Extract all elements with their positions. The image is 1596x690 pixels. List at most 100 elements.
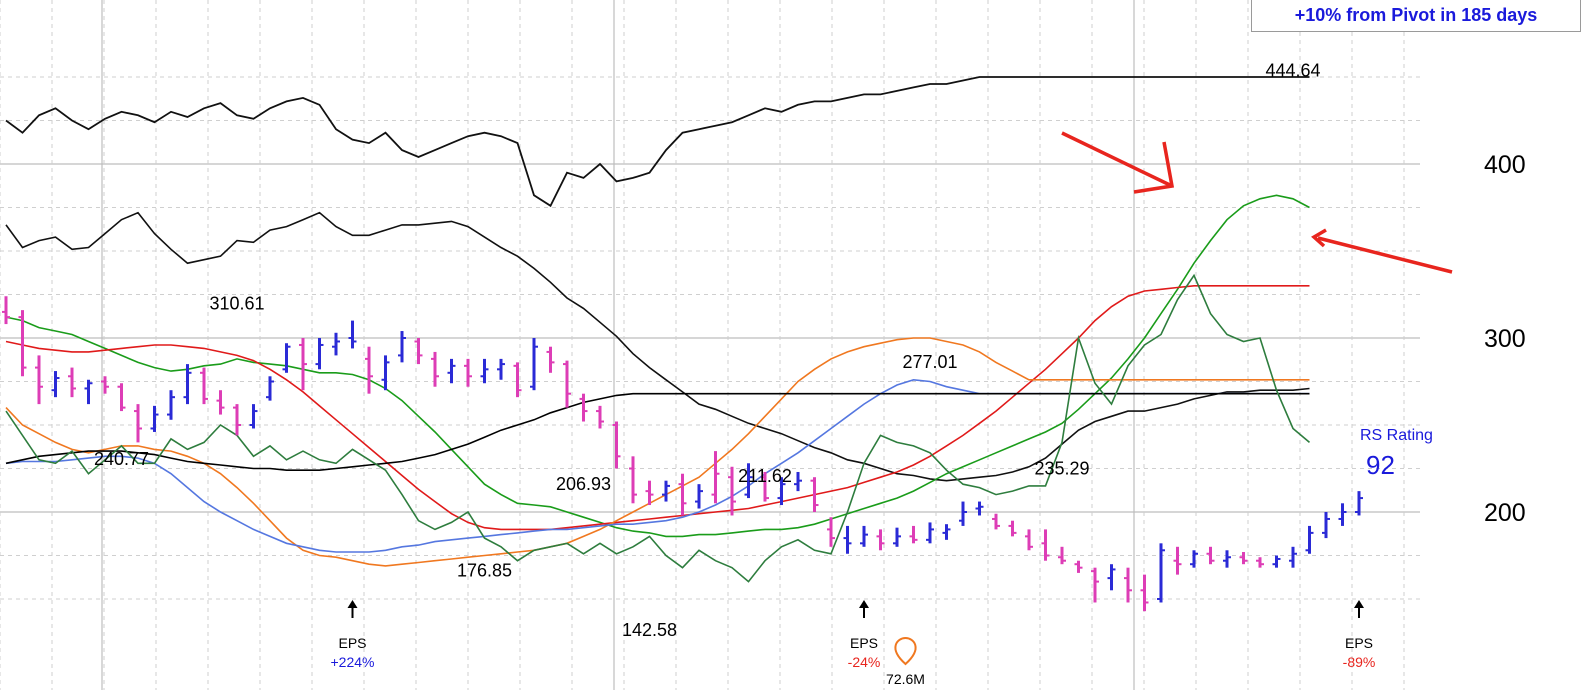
- price-bar: [662, 480, 670, 502]
- price-annotation: 240.77: [94, 449, 149, 469]
- price-bar: [299, 338, 307, 391]
- pivot-callout-text: +10% from Pivot in 185 days: [1294, 5, 1538, 25]
- price-bar: [1206, 546, 1215, 565]
- rs-rating: RS Rating 92: [1360, 427, 1433, 480]
- pivot-callout: +10% from Pivot in 185 days: [1251, 0, 1581, 32]
- price-bar: [909, 525, 918, 544]
- price-bar: [810, 477, 819, 512]
- price-bar: [282, 343, 291, 373]
- price-bar: [1091, 567, 1099, 603]
- price-bar: [596, 405, 604, 429]
- price-bar: [1305, 525, 1314, 554]
- series-line-3: [5, 337, 1310, 567]
- series-line-6: [5, 273, 1311, 583]
- price-bar: [464, 358, 472, 387]
- price-bar: [348, 320, 357, 349]
- price-bar: [18, 310, 27, 377]
- price-bar: [1223, 550, 1231, 568]
- volume-marker: 72.6M: [886, 636, 925, 687]
- red-arrow-2: [1317, 236, 1453, 274]
- y-tick-label: 300: [1484, 325, 1526, 353]
- price-bar: [200, 367, 208, 405]
- price-bar: [761, 471, 769, 502]
- series-line-1: [5, 194, 1310, 538]
- price-bar: [777, 477, 786, 506]
- eps-change: -89%: [1343, 654, 1376, 670]
- price-bar: [876, 529, 885, 551]
- price-bar: [1173, 546, 1182, 575]
- price-bar: [728, 466, 736, 516]
- price-bar: [216, 390, 225, 415]
- price-bar: [365, 346, 373, 394]
- price-annotation: 277.01: [902, 352, 957, 372]
- price-bar: [1355, 491, 1363, 516]
- price-bar: [51, 371, 60, 398]
- rs-rating-value: 92: [1366, 450, 1395, 480]
- price-bar: [1140, 574, 1149, 612]
- series-line-2: [5, 284, 1310, 531]
- volume-pin-icon: [894, 636, 917, 666]
- series-line-0: [5, 211, 1310, 482]
- eps-arrow-head-icon: [1354, 600, 1364, 608]
- price-annotation: 235.29: [1034, 459, 1089, 479]
- price-bar: [1124, 567, 1132, 603]
- price-bar: [134, 404, 142, 443]
- price-bar: [381, 355, 390, 391]
- price-bar: [414, 338, 423, 365]
- price-annotation: 211.62: [738, 466, 792, 486]
- price-bar: [959, 501, 967, 526]
- price-bar: [183, 364, 192, 405]
- price-bar: [1272, 555, 1281, 568]
- price-annotation: 310.61: [209, 294, 264, 314]
- price-bar: [744, 463, 753, 499]
- chart-grid: [0, 0, 1420, 690]
- price-bar: [1338, 503, 1347, 526]
- price-bar: [497, 358, 505, 380]
- red-arrow-1-head: [1133, 141, 1175, 194]
- price-bar: [612, 421, 621, 469]
- price-bar: [117, 383, 126, 412]
- price-bar: [2, 296, 10, 325]
- rs-rating-label: RS Rating: [1360, 427, 1433, 444]
- price-bar: [546, 346, 555, 373]
- price-bar: [975, 501, 984, 516]
- price-bar: [1239, 552, 1248, 565]
- price-annotation: 176.85: [457, 560, 512, 580]
- eps-arrow-head-icon: [347, 600, 358, 608]
- price-bars: [2, 296, 1363, 612]
- price-bar: [827, 517, 835, 547]
- price-bar: [480, 358, 489, 384]
- y-axis: 200 300 400: [1484, 151, 1526, 527]
- price-bar: [860, 525, 868, 547]
- eps-marker: EPS -24%: [848, 600, 881, 670]
- eps-label: EPS: [1345, 635, 1373, 651]
- price-bar: [1107, 564, 1116, 591]
- price-bar: [678, 473, 687, 516]
- price-bar: [926, 522, 934, 544]
- price-bar: [942, 524, 951, 540]
- price-bar: [315, 338, 324, 370]
- price-bar: [35, 355, 43, 405]
- red-arrow-2-head: [1311, 228, 1327, 248]
- price-bar: [266, 376, 274, 401]
- eps-arrow-head-icon: [859, 600, 869, 608]
- price-bar: [167, 390, 175, 420]
- price-bar: [1322, 512, 1330, 539]
- price-bar: [992, 513, 1000, 530]
- price-bar: [1256, 557, 1264, 568]
- price-bar: [563, 360, 571, 408]
- series-line-5: [5, 392, 1310, 472]
- series-line-7: [5, 76, 1310, 208]
- price-bar: [1041, 529, 1050, 561]
- price-bar: [101, 376, 109, 394]
- price-bar: [629, 456, 637, 504]
- price-bar: [233, 404, 241, 436]
- volume-label: 72.6M: [886, 671, 925, 687]
- price-bar: [711, 451, 720, 504]
- eps-change: -24%: [848, 654, 881, 670]
- price-bar: [645, 480, 654, 506]
- price-bar: [84, 379, 93, 405]
- price-bar: [893, 527, 901, 547]
- price-bar: [431, 351, 439, 387]
